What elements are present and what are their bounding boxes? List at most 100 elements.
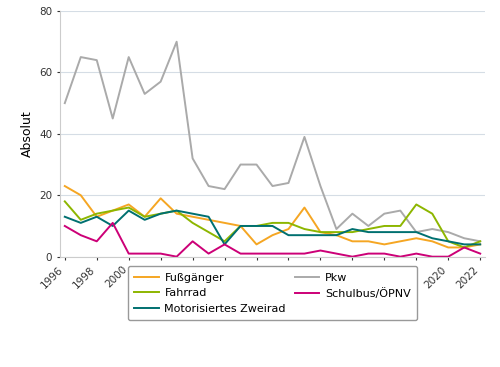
Motorisiertes Zweirad <box>366 230 372 234</box>
Fahrrad <box>222 239 228 244</box>
Fußgänger <box>366 239 372 244</box>
Motorisiertes Zweirad <box>270 224 276 228</box>
Fußgänger <box>477 242 483 247</box>
Schulbus/ÖPNV <box>190 239 196 244</box>
Schulbus/ÖPNV <box>270 251 276 256</box>
Schulbus/ÖPNV <box>414 251 420 256</box>
Motorisiertes Zweirad <box>78 221 84 225</box>
Fahrrad <box>174 208 180 213</box>
Pkw <box>222 187 228 191</box>
Fahrrad <box>382 224 388 228</box>
Schulbus/ÖPNV <box>206 251 212 256</box>
Motorisiertes Zweirad <box>382 230 388 234</box>
Pkw <box>78 55 84 59</box>
Pkw <box>254 162 260 167</box>
Fahrrad <box>190 221 196 225</box>
Fahrrad <box>94 211 100 216</box>
Fußgänger <box>94 215 100 219</box>
Fahrrad <box>238 224 244 228</box>
Motorisiertes Zweirad <box>398 230 404 234</box>
Fahrrad <box>62 199 68 204</box>
Motorisiertes Zweirad <box>190 211 196 216</box>
Schulbus/ÖPNV <box>318 248 324 253</box>
Schulbus/ÖPNV <box>174 254 180 259</box>
Fußgänger <box>78 193 84 197</box>
Motorisiertes Zweirad <box>350 227 356 231</box>
Pkw <box>430 227 436 231</box>
Motorisiertes Zweirad <box>206 215 212 219</box>
Pkw <box>126 55 132 59</box>
Line: Pkw: Pkw <box>65 42 480 241</box>
Fahrrad <box>461 245 467 250</box>
Motorisiertes Zweirad <box>174 208 180 213</box>
Fußgänger <box>222 221 228 225</box>
Motorisiertes Zweirad <box>222 242 228 247</box>
Pkw <box>382 211 388 216</box>
Pkw <box>318 184 324 188</box>
Fahrrad <box>398 224 404 228</box>
Pkw <box>302 135 308 139</box>
Line: Fußgänger: Fußgänger <box>65 186 480 247</box>
Motorisiertes Zweirad <box>142 218 148 222</box>
Motorisiertes Zweirad <box>414 230 420 234</box>
Motorisiertes Zweirad <box>318 233 324 237</box>
Schulbus/ÖPNV <box>286 251 292 256</box>
Pkw <box>174 40 180 44</box>
Schulbus/ÖPNV <box>126 251 132 256</box>
Fußgänger <box>286 227 292 231</box>
Schulbus/ÖPNV <box>62 224 68 228</box>
Fußgänger <box>430 239 436 244</box>
Pkw <box>334 227 340 231</box>
Fußgänger <box>414 236 420 240</box>
Schulbus/ÖPNV <box>142 251 148 256</box>
Fußgänger <box>446 245 452 250</box>
Schulbus/ÖPNV <box>110 221 116 225</box>
Pkw <box>286 181 292 185</box>
Pkw <box>477 239 483 244</box>
Motorisiertes Zweirad <box>477 242 483 247</box>
Motorisiertes Zweirad <box>286 233 292 237</box>
Schulbus/ÖPNV <box>366 251 372 256</box>
Schulbus/ÖPNV <box>254 251 260 256</box>
Fahrrad <box>414 202 420 207</box>
Motorisiertes Zweirad <box>430 236 436 240</box>
Fußgänger <box>398 239 404 244</box>
Schulbus/ÖPNV <box>94 239 100 244</box>
Fußgänger <box>270 233 276 237</box>
Line: Motorisiertes Zweirad: Motorisiertes Zweirad <box>65 211 480 244</box>
Motorisiertes Zweirad <box>94 215 100 219</box>
Motorisiertes Zweirad <box>62 215 68 219</box>
Fahrrad <box>366 227 372 231</box>
Schulbus/ÖPNV <box>158 251 164 256</box>
Motorisiertes Zweirad <box>126 208 132 213</box>
Fußgänger <box>174 211 180 216</box>
Pkw <box>238 162 244 167</box>
Fahrrad <box>126 206 132 210</box>
Schulbus/ÖPNV <box>382 251 388 256</box>
Fußgänger <box>158 196 164 200</box>
Fahrrad <box>446 239 452 244</box>
Fahrrad <box>142 215 148 219</box>
Pkw <box>366 224 372 228</box>
Schulbus/ÖPNV <box>430 254 436 259</box>
Pkw <box>158 79 164 84</box>
Fahrrad <box>206 230 212 234</box>
Schulbus/ÖPNV <box>302 251 308 256</box>
Fußgänger <box>350 239 356 244</box>
Schulbus/ÖPNV <box>238 251 244 256</box>
Line: Schulbus/ÖPNV: Schulbus/ÖPNV <box>65 223 480 257</box>
Motorisiertes Zweirad <box>238 224 244 228</box>
Schulbus/ÖPNV <box>334 251 340 256</box>
Fahrrad <box>254 224 260 228</box>
X-axis label: Berichtsjahr: Berichtsjahr <box>235 296 310 309</box>
Motorisiertes Zweirad <box>446 239 452 244</box>
Pkw <box>190 156 196 161</box>
Fußgänger <box>334 233 340 237</box>
Fußgänger <box>318 230 324 234</box>
Fußgänger <box>254 242 260 247</box>
Fußgänger <box>461 245 467 250</box>
Schulbus/ÖPNV <box>446 254 452 259</box>
Fahrrad <box>430 211 436 216</box>
Fahrrad <box>158 211 164 216</box>
Motorisiertes Zweirad <box>254 224 260 228</box>
